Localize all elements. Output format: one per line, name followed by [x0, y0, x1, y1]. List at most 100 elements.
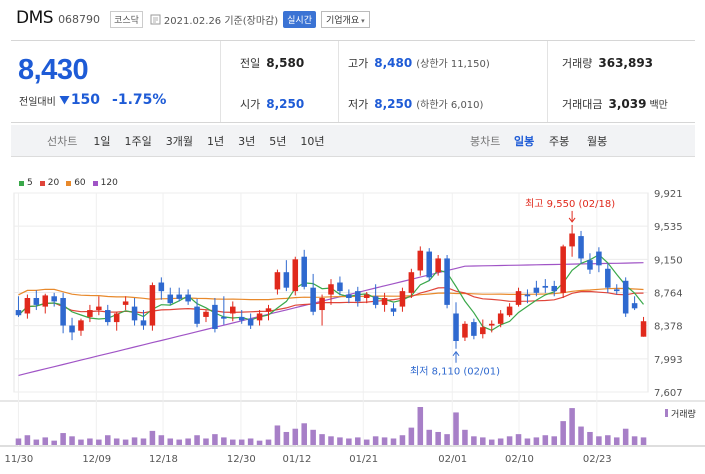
candle-body [51, 296, 57, 302]
company-overview-button[interactable]: 기업개요 ▾ [321, 10, 370, 28]
stock-header: DMS 068790 코스닥 2021.02.26 기준(장마감) 실시간 기업… [0, 0, 705, 36]
stat-label: 고가 [348, 57, 369, 70]
volume-bar [212, 434, 218, 445]
period-toolbar: 선차트 1일 1주일 3개월 1년 3년 5년 10년 봉차트 일봉 주봉 월봉 [11, 125, 695, 157]
stock-code: 068790 [58, 13, 101, 26]
candle-body [622, 280, 629, 314]
candle-body [417, 250, 424, 271]
chart-legend: 5 20 60 120 [19, 178, 118, 188]
stat-label: 거래량 [562, 57, 593, 70]
volume-bar [301, 423, 307, 445]
candle-body [328, 284, 334, 295]
volume-bar [167, 438, 174, 445]
candle-daily-button[interactable]: 일봉 [514, 134, 535, 148]
candle-body [167, 294, 174, 304]
volume-bar [122, 439, 129, 445]
volume-bar [238, 439, 245, 445]
stat-value: 3,039 [608, 97, 647, 111]
realtime-button[interactable]: 실시간 [283, 10, 316, 28]
volume-bar [596, 436, 602, 445]
volume-bar [408, 427, 415, 445]
candle-monthly-button[interactable]: 월봉 [587, 134, 608, 148]
volume-bar [471, 436, 477, 445]
chevron-down-icon: ▾ [361, 16, 365, 25]
volume-bar [613, 437, 620, 445]
market-badge: 코스닥 [110, 10, 143, 28]
x-tick-label: 02/01 [438, 454, 467, 465]
candle-body [60, 298, 66, 326]
legend-ma5: 5 [27, 178, 33, 188]
candle-body [274, 272, 281, 290]
period-3m-button[interactable]: 3개월 [165, 134, 193, 148]
period-3y-button[interactable]: 3년 [238, 134, 256, 148]
candle-body [596, 251, 602, 266]
volume-bar [131, 437, 138, 445]
stat-label: 저가 [348, 98, 369, 111]
y-tick-label: 9,535 [654, 222, 683, 233]
volume-bar [435, 431, 441, 445]
candle-body [462, 323, 468, 338]
candle-body [631, 303, 638, 309]
volume-bar [426, 429, 432, 445]
candle-body [33, 298, 40, 305]
volume-bar [381, 437, 388, 445]
stat-value: 8,250 [374, 97, 413, 111]
volume-bar [551, 436, 558, 445]
line-chart-label: 선차트 [47, 134, 78, 148]
low-arrow-head [452, 350, 460, 357]
volume-bar [346, 438, 352, 445]
stat-unit: 백만 [649, 100, 668, 111]
candle-body [355, 291, 361, 302]
candle-body [381, 298, 388, 305]
candle-body [587, 260, 593, 270]
current-price-panel: 8,430 전일대비 150 -1.75% [11, 41, 221, 122]
period-5y-button[interactable]: 5년 [269, 134, 287, 148]
candle-body [158, 282, 165, 292]
candle-body [569, 233, 575, 247]
volume-bar [194, 435, 200, 445]
divider [547, 41, 548, 122]
volume-bar [337, 437, 343, 445]
candle-body [256, 313, 263, 321]
change-label: 전일대비 [19, 96, 56, 108]
candle-body [42, 295, 49, 307]
candle-body [122, 301, 129, 305]
volume-bar [328, 436, 334, 445]
volume-bar [480, 437, 486, 445]
candle-body [87, 310, 93, 317]
stat-label: 전일 [240, 57, 261, 70]
change-rate: -1.75% [112, 92, 167, 108]
volume-bar [78, 439, 84, 445]
legend-swatch [66, 180, 72, 186]
x-tick-label: 01/21 [349, 454, 378, 465]
volume-legend-swatch [665, 409, 668, 417]
y-tick-label: 9,150 [654, 255, 683, 266]
x-tick-label: 11/30 [4, 454, 33, 465]
candle-body [185, 294, 191, 302]
period-1w-button[interactable]: 1주일 [124, 134, 152, 148]
clock-icon [150, 14, 161, 24]
period-10y-button[interactable]: 10년 [300, 134, 325, 148]
volume-bar [292, 428, 299, 445]
stat-volume: 거래량 363,893 [562, 55, 653, 71]
candle-body [399, 291, 406, 307]
volume-bar [230, 439, 236, 445]
candle-body [230, 306, 236, 314]
volume-bar [569, 408, 575, 445]
candle-body [131, 306, 138, 321]
candle-body [310, 287, 316, 312]
volume-bar [524, 438, 531, 445]
candle-body [69, 325, 75, 333]
candle-weekly-button[interactable]: 주봉 [549, 134, 570, 148]
x-tick-label: 02/23 [583, 454, 612, 465]
volume-bar [587, 431, 593, 445]
period-1y-button[interactable]: 1년 [207, 134, 225, 148]
stat-value: 8,580 [266, 56, 305, 70]
volume-bar [444, 434, 450, 445]
candle-body [337, 282, 343, 292]
period-1d-button[interactable]: 1일 [93, 134, 111, 148]
candle-body [15, 310, 22, 316]
candle-body [435, 258, 441, 273]
volume-bar [60, 433, 66, 445]
